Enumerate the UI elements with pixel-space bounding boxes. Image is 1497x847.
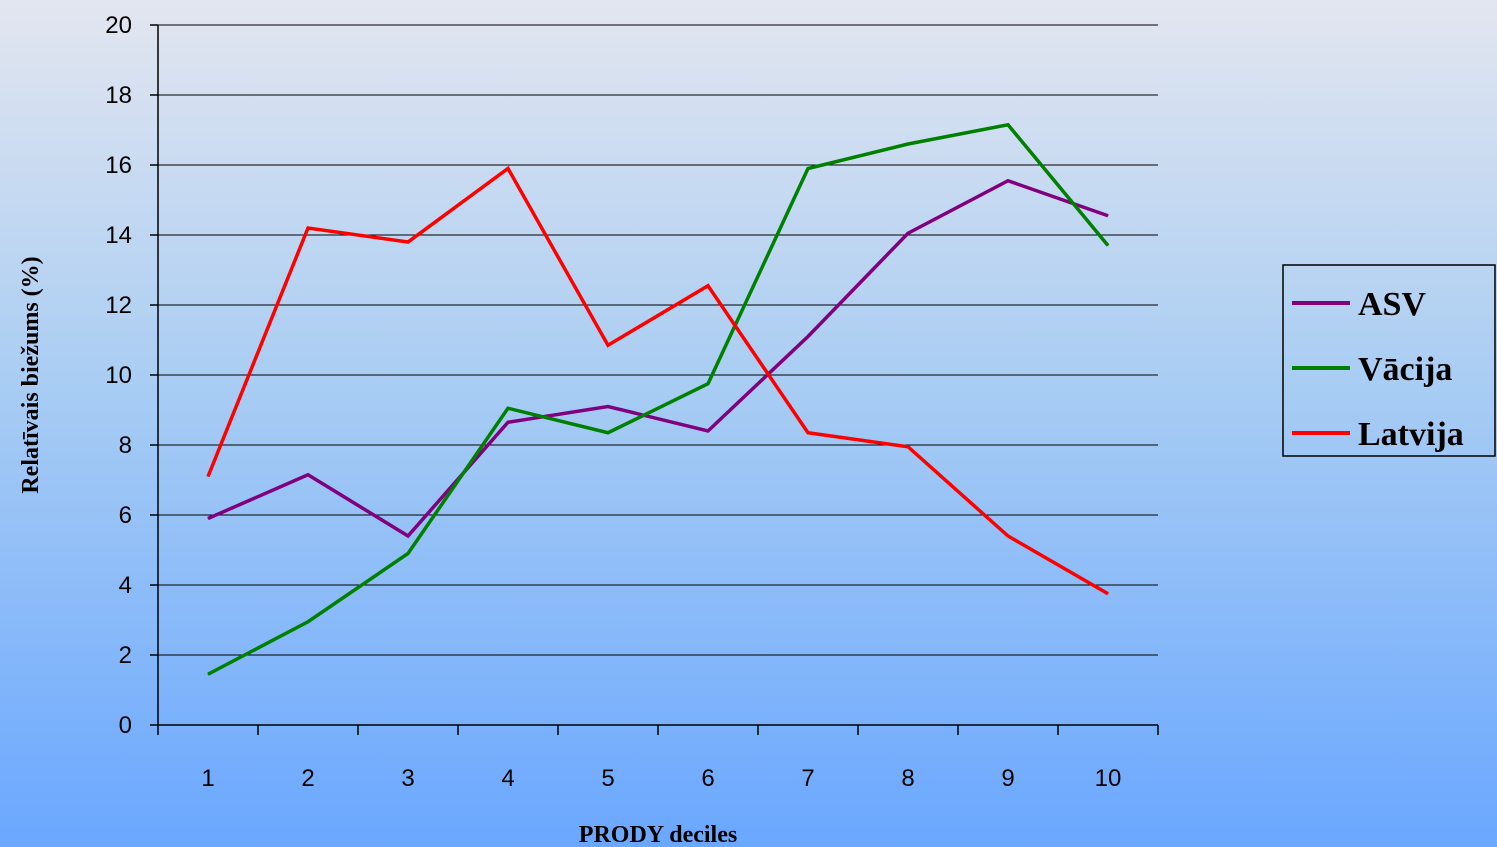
data-point-asv-2 — [307, 474, 309, 476]
data-point-vacija-9 — [1007, 124, 1009, 126]
data-point-asv-3 — [407, 535, 409, 537]
data-point-latvija-3 — [407, 241, 409, 243]
gridlines — [158, 24, 1158, 656]
data-point-asv-9 — [1007, 180, 1009, 182]
data-point-asv-5 — [607, 406, 609, 407]
y-tick-label-12: 12 — [105, 292, 132, 319]
x-tick-label-6: 6 — [701, 765, 714, 792]
series-line-vacija — [207, 122, 1110, 676]
data-point-vacija-5 — [607, 432, 609, 434]
data-point-asv-8 — [907, 232, 909, 234]
data-point-latvija-1 — [207, 476, 209, 477]
legend-label-vacija: Vācija — [1358, 351, 1452, 388]
x-tick-label-10: 10 — [1095, 765, 1122, 792]
data-point-latvija-2 — [307, 227, 309, 229]
x-tick-label-8: 8 — [901, 765, 914, 792]
data-point-vacija-6 — [707, 383, 709, 385]
y-tick-label-16: 16 — [105, 152, 132, 179]
data-point-latvija-10 — [1107, 593, 1109, 595]
data-point-latvija-9 — [1007, 535, 1009, 537]
y-axis-title: Relatīvais biežums (%) — [18, 256, 44, 493]
x-tick-label-7: 7 — [801, 765, 814, 792]
y-tick-label-4: 4 — [119, 572, 132, 599]
data-point-vacija-10 — [1107, 245, 1109, 246]
data-point-vacija-4 — [507, 407, 509, 409]
data-point-asv-4 — [507, 421, 509, 423]
data-point-latvija-8 — [907, 446, 909, 448]
data-point-asv-1 — [207, 518, 209, 519]
data-point-asv-7 — [807, 336, 809, 337]
x-axis-title: PRODY deciles — [579, 822, 737, 847]
data-point-asv-10 — [1107, 215, 1109, 217]
series-line-latvija — [206, 165, 1109, 596]
y-axis-ticks: 0 2 4 6 8 10 12 14 16 18 20 — [105, 12, 158, 739]
y-tick-label-2: 2 — [119, 642, 132, 669]
x-tick-label-9: 9 — [1001, 765, 1014, 792]
legend: ASV Vācija Latvija — [1282, 264, 1496, 457]
x-tick-label-5: 5 — [601, 765, 614, 792]
x-axis-ticks: 1 2 3 4 5 6 7 8 9 10 — [157, 725, 1159, 792]
data-point-latvija-6 — [707, 285, 709, 287]
x-tick-label-4: 4 — [501, 765, 514, 792]
data-point-vacija-8 — [907, 143, 909, 145]
data-point-latvija-4 — [507, 168, 509, 169]
data-point-vacija-1 — [207, 673, 209, 675]
y-tick-label-14: 14 — [105, 222, 132, 249]
y-tick-label-20: 20 — [105, 12, 132, 39]
data-point-vacija-7 — [807, 168, 809, 169]
x-tick-label-1: 1 — [201, 765, 214, 792]
legend-label-latvija: Latvija — [1358, 416, 1464, 453]
x-tick-label-3: 3 — [401, 765, 414, 792]
y-tick-label-10: 10 — [105, 362, 132, 389]
data-point-vacija-3 — [407, 553, 409, 554]
y-tick-label-8: 8 — [119, 432, 132, 459]
legend-label-asv: ASV — [1358, 286, 1426, 323]
data-point-vacija-2 — [307, 621, 309, 623]
y-tick-label-18: 18 — [105, 82, 132, 109]
series-line-asv — [207, 178, 1109, 539]
data-point-latvija-7 — [807, 432, 809, 434]
y-tick-label-6: 6 — [119, 502, 132, 529]
series-lines — [206, 122, 1110, 676]
x-tick-label-2: 2 — [301, 765, 314, 792]
legend-box — [1282, 264, 1496, 457]
data-point-asv-6 — [707, 430, 709, 432]
y-tick-label-0: 0 — [119, 712, 132, 739]
data-point-latvija-5 — [607, 344, 609, 346]
